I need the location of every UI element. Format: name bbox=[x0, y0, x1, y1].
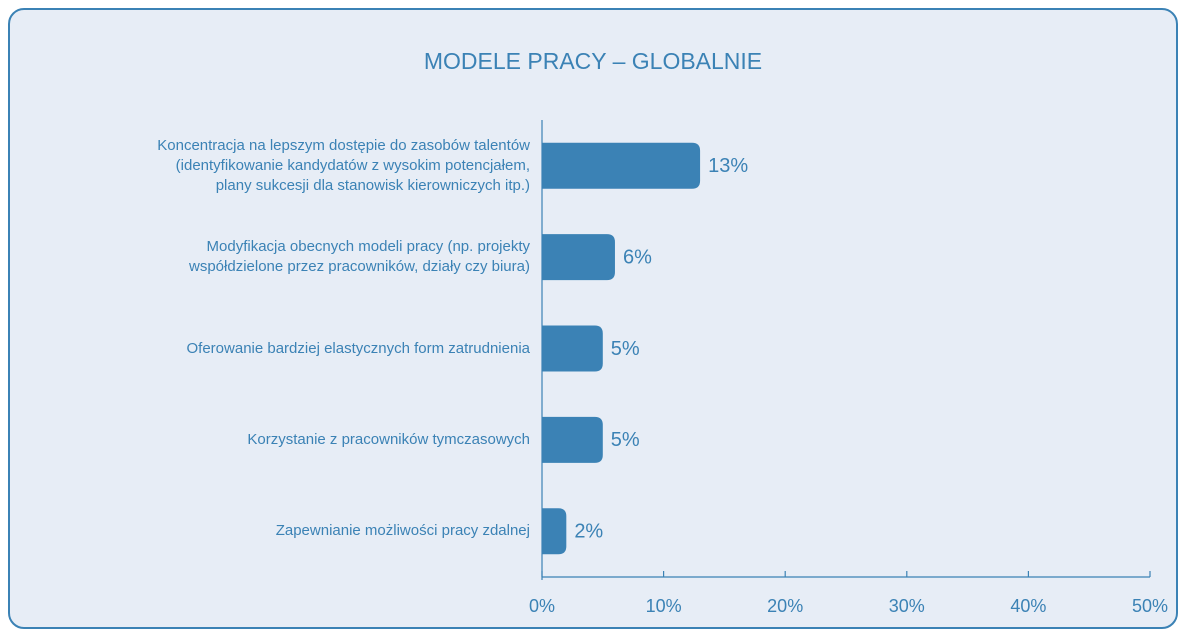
category-label: Zapewnianie możliwości pracy zdalnej bbox=[275, 522, 530, 540]
value-label: 5% bbox=[611, 338, 640, 360]
category-label: Korzystanie z pracowników tymczasowych bbox=[247, 430, 530, 448]
value-label: 2% bbox=[574, 521, 603, 543]
x-tick-label: 20% bbox=[767, 596, 803, 616]
x-tick-label: 10% bbox=[646, 596, 682, 616]
category-label: Oferowanie bardziej elastycznych form za… bbox=[186, 339, 531, 357]
bar bbox=[542, 325, 603, 372]
category-label: Modyfikacja obecnych modeli pracy (np. p… bbox=[189, 238, 530, 276]
x-tick-label: 40% bbox=[1010, 596, 1046, 616]
chart: 0% 10% 20% 30% 40% 50% 13% 6% 5% 5% 2% bbox=[529, 120, 1168, 616]
bar bbox=[542, 234, 615, 281]
chart-panel: MODELE PRACY – GLOBALNIE 0% 10% 20% 30% 40% 5… bbox=[8, 8, 1178, 629]
bar bbox=[542, 142, 701, 189]
x-tick-label: 30% bbox=[889, 596, 925, 616]
x-tick-label: 50% bbox=[1132, 596, 1168, 616]
bar bbox=[542, 416, 603, 463]
x-tick-label: 0% bbox=[529, 596, 555, 616]
value-label: 5% bbox=[611, 429, 640, 451]
bar bbox=[542, 508, 567, 555]
category-label: Koncentracja na lepszym dostępie do zaso… bbox=[157, 136, 530, 194]
value-label: 6% bbox=[623, 246, 652, 268]
value-label: 13% bbox=[708, 155, 748, 177]
chart-title: MODELE PRACY – GLOBALNIE bbox=[423, 48, 763, 74]
